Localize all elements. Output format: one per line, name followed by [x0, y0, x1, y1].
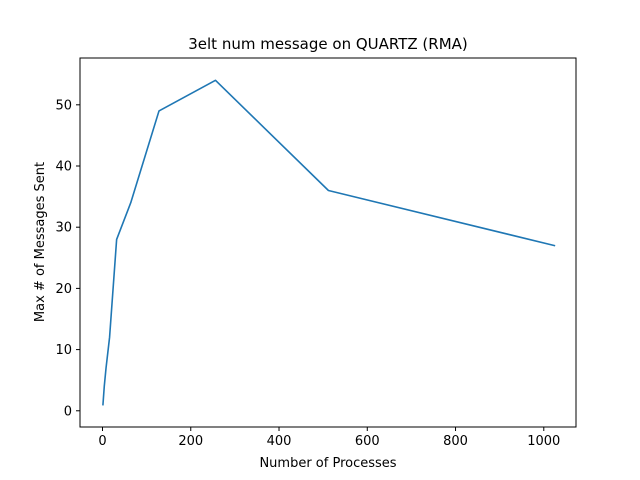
series-line-0	[102, 79, 556, 406]
x-tick-label: 400	[267, 434, 292, 449]
x-tick-label: 1000	[527, 434, 560, 449]
plot-area: 0 200 400 600 800 1000 0 10 20 30 40 50	[55, 57, 577, 449]
x-tick-label: 600	[355, 434, 380, 449]
x-tick-label: 800	[443, 434, 468, 449]
y-tick-label: 10	[55, 343, 72, 358]
axes-frame	[79, 57, 577, 428]
y-axis-label: Max # of Messages Sent	[33, 162, 48, 322]
chart-title: 3elt num message on QUARTZ (RMA)	[188, 35, 468, 53]
x-axis-label: Number of Processes	[259, 456, 396, 471]
y-tick-label: 20	[55, 282, 72, 297]
x-tick-label: 200	[178, 434, 203, 449]
y-tick-label: 0	[64, 404, 72, 419]
x-tick-label: 0	[98, 434, 106, 449]
y-tick-label: 40	[55, 160, 72, 175]
y-tick-label: 30	[55, 221, 72, 236]
y-tick-label: 50	[55, 98, 72, 113]
